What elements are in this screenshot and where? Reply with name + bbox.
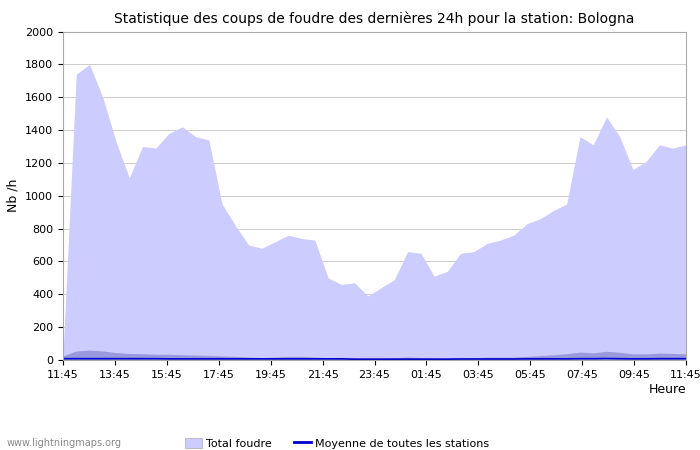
- Text: www.lightningmaps.org: www.lightningmaps.org: [7, 438, 122, 448]
- Text: Heure: Heure: [648, 383, 686, 396]
- Y-axis label: Nb /h: Nb /h: [6, 179, 20, 212]
- Title: Statistique des coups de foudre des dernières 24h pour la station: Bologna: Statistique des coups de foudre des dern…: [114, 12, 635, 26]
